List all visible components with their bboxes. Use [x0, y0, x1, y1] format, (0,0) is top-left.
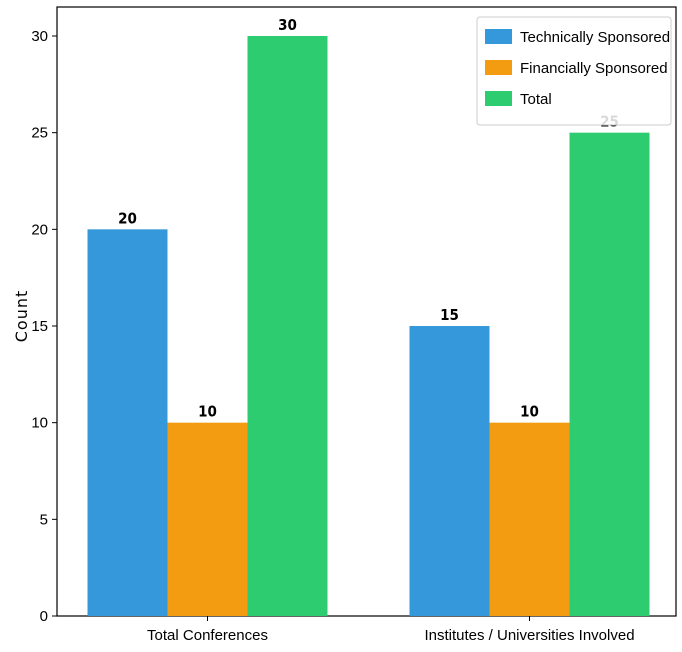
bar-financially-sponsored[interactable] — [167, 422, 248, 616]
plot-frame — [56, 6, 677, 617]
bar-value-label: 10 — [198, 403, 217, 421]
y-tick-label: 20 — [31, 221, 48, 238]
legend-box — [476, 16, 672, 126]
y-tick-label: 5 — [40, 511, 48, 528]
y-tick-label: 30 — [31, 28, 48, 45]
bars — [87, 36, 650, 617]
y-tick-label: 0 — [40, 608, 48, 625]
bar-value-label: 10 — [520, 403, 539, 421]
x-tick-label: Total Conferences — [147, 627, 268, 644]
legend[interactable]: Technically Sponsored Financially Sponsor… — [476, 16, 672, 126]
y-tick-label: 25 — [31, 125, 48, 142]
bar-financially-sponsored[interactable] — [489, 422, 570, 616]
bar-total[interactable] — [569, 132, 650, 616]
legend-swatch — [485, 91, 512, 106]
x-tick-label: Institutes / Universities Involved — [424, 627, 634, 644]
y-tick-label: 15 — [31, 318, 48, 335]
y-tick-label: 10 — [31, 415, 48, 432]
bar-value-label: 20 — [118, 209, 137, 227]
y-axis-label: Count — [12, 290, 31, 343]
legend-entry-label[interactable]: Technically Sponsored — [520, 29, 670, 46]
bar-value-label: 30 — [278, 16, 297, 34]
bar-value-label: 15 — [440, 306, 459, 324]
bar-technically-sponsored[interactable] — [87, 229, 168, 617]
bar-total[interactable] — [247, 36, 328, 616]
axes: 0 5 10 15 20 25 30 Total Conferences Institutes … — [31, 6, 677, 644]
legend-swatch — [485, 29, 512, 44]
legend-entry-label[interactable]: Financially Sponsored — [520, 60, 668, 77]
bar-technically-sponsored[interactable] — [409, 326, 490, 616]
legend-entry-label[interactable]: Total — [520, 91, 552, 108]
legend-swatch — [485, 60, 512, 75]
